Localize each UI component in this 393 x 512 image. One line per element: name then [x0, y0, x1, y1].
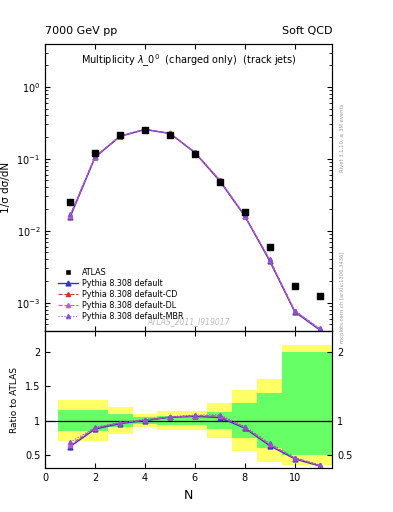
ATLAS — [266, 243, 273, 251]
Pythia 8.308 default-CD — [167, 130, 172, 136]
Pythia 8.308 default-DL — [143, 126, 147, 133]
Pythia 8.308 default-DL — [292, 308, 297, 314]
Pythia 8.308 default-CD — [143, 126, 147, 133]
Pythia 8.308 default-MBR — [193, 149, 197, 155]
Pythia 8.308 default-CD — [93, 154, 97, 160]
Pythia 8.308 default-CD — [68, 213, 72, 219]
Pythia 8.308 default-MBR — [143, 126, 147, 132]
Pythia 8.308 default-DL — [267, 257, 272, 263]
Pythia 8.308 default — [68, 214, 72, 220]
ATLAS — [192, 151, 198, 159]
Pythia 8.308 default — [143, 126, 147, 133]
ATLAS — [217, 178, 223, 186]
Text: Rivet 3.1.10, ≥ 3M events: Rivet 3.1.10, ≥ 3M events — [340, 104, 345, 173]
Pythia 8.308 default-DL — [167, 130, 172, 136]
ATLAS — [292, 282, 298, 290]
Pythia 8.308 default-CD — [242, 212, 247, 219]
Pythia 8.308 default-CD — [317, 326, 322, 332]
Pythia 8.308 default-DL — [242, 212, 247, 219]
Pythia 8.308 default — [118, 133, 122, 139]
X-axis label: N: N — [184, 489, 193, 502]
Text: Multiplicity $\lambda$_0$^0$  (charged only)  (track jets): Multiplicity $\lambda$_0$^0$ (charged on… — [81, 52, 296, 69]
Pythia 8.308 default — [167, 131, 172, 137]
Text: ATLAS_2011_I919017: ATLAS_2011_I919017 — [147, 316, 230, 326]
ATLAS — [242, 208, 248, 217]
Line: Pythia 8.308 default-MBR: Pythia 8.308 default-MBR — [68, 127, 322, 331]
Pythia 8.308 default-CD — [217, 178, 222, 184]
Pythia 8.308 default — [267, 258, 272, 264]
Text: mcplots.cern.ch [arXiv:1306.3436]: mcplots.cern.ch [arXiv:1306.3436] — [340, 251, 345, 343]
Pythia 8.308 default-MBR — [217, 177, 222, 183]
ATLAS — [92, 149, 98, 157]
Y-axis label: 1/σ dσ/dN: 1/σ dσ/dN — [1, 162, 11, 213]
Pythia 8.308 default-CD — [193, 150, 197, 156]
Pythia 8.308 default-CD — [267, 257, 272, 263]
ATLAS — [167, 131, 173, 139]
Pythia 8.308 default-DL — [217, 178, 222, 184]
ATLAS — [117, 131, 123, 139]
Pythia 8.308 default-MBR — [93, 153, 97, 159]
Line: Pythia 8.308 default: Pythia 8.308 default — [68, 127, 322, 332]
Pythia 8.308 default-MBR — [242, 212, 247, 219]
Pythia 8.308 default-CD — [292, 308, 297, 314]
Pythia 8.308 default — [242, 213, 247, 219]
Pythia 8.308 default-DL — [68, 213, 72, 219]
Pythia 8.308 default-DL — [193, 150, 197, 156]
Text: Soft QCD: Soft QCD — [282, 26, 332, 36]
Pythia 8.308 default — [93, 154, 97, 160]
Line: Pythia 8.308 default-CD: Pythia 8.308 default-CD — [68, 127, 322, 331]
Pythia 8.308 default — [217, 178, 222, 184]
Pythia 8.308 default — [292, 309, 297, 315]
Pythia 8.308 default — [317, 327, 322, 333]
Pythia 8.308 default-MBR — [167, 130, 172, 136]
Y-axis label: Ratio to ATLAS: Ratio to ATLAS — [10, 367, 19, 433]
Pythia 8.308 default-DL — [317, 326, 322, 332]
ATLAS — [316, 292, 323, 300]
Text: 7000 GeV pp: 7000 GeV pp — [45, 26, 118, 36]
Pythia 8.308 default-DL — [118, 133, 122, 139]
Pythia 8.308 default-MBR — [267, 257, 272, 263]
ATLAS — [67, 198, 73, 206]
Pythia 8.308 default-MBR — [68, 211, 72, 217]
Pythia 8.308 default-MBR — [118, 133, 122, 139]
Pythia 8.308 default-MBR — [317, 325, 322, 331]
Pythia 8.308 default-MBR — [292, 307, 297, 313]
ATLAS — [142, 125, 148, 134]
Pythia 8.308 default-DL — [93, 154, 97, 160]
Pythia 8.308 default — [193, 150, 197, 156]
Legend: ATLAS, Pythia 8.308 default, Pythia 8.308 default-CD, Pythia 8.308 default-DL, P: ATLAS, Pythia 8.308 default, Pythia 8.30… — [55, 265, 187, 325]
Pythia 8.308 default-CD — [118, 133, 122, 139]
Line: Pythia 8.308 default-DL: Pythia 8.308 default-DL — [68, 127, 322, 331]
